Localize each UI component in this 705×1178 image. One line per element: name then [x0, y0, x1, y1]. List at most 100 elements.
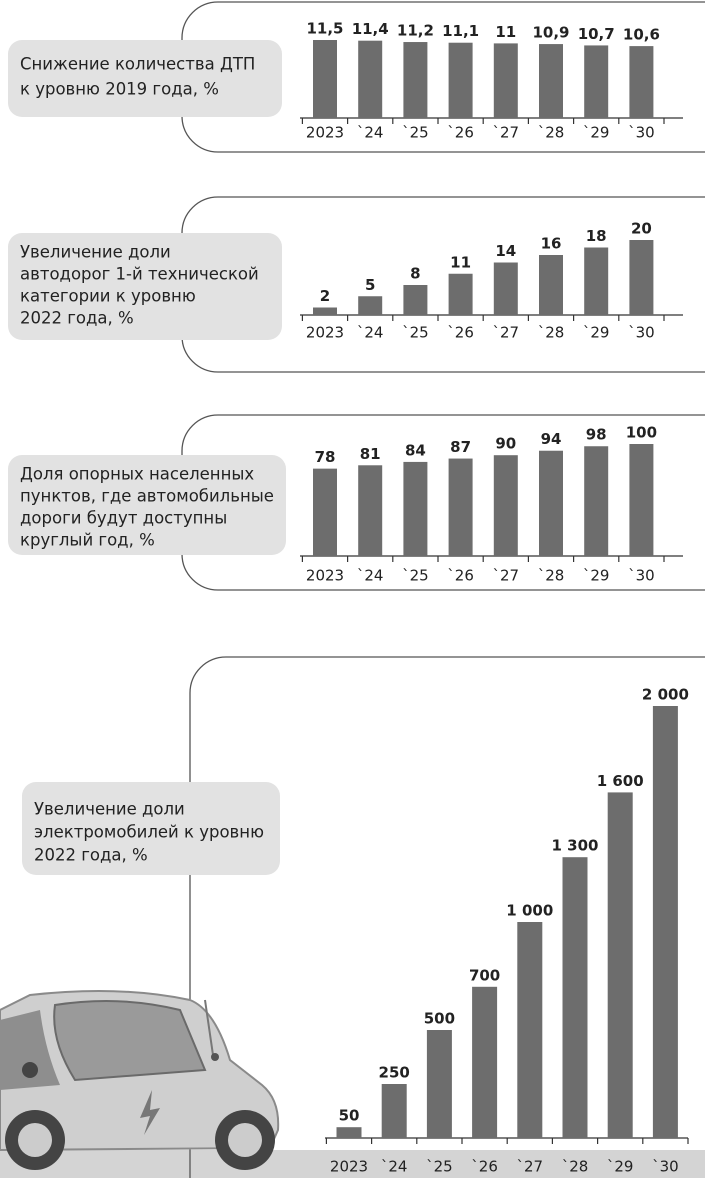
value-label: 5	[365, 276, 375, 294]
value-label: 87	[450, 438, 471, 456]
value-label: 8	[410, 265, 420, 283]
value-label: 20	[631, 220, 652, 238]
value-label: 94	[541, 430, 562, 448]
x-tick-label: `24	[357, 567, 384, 585]
chart-title: пунктов, где автомобильные	[20, 487, 274, 506]
chart-title: дороги будут доступны	[20, 509, 227, 528]
value-label: 250	[379, 1064, 410, 1082]
bar	[313, 469, 337, 556]
x-tick-label: `28	[538, 567, 565, 585]
x-tick-label: `30	[652, 1158, 679, 1176]
x-tick-label: `25	[402, 324, 429, 342]
x-tick-label: `27	[517, 1158, 544, 1176]
value-label: 18	[586, 227, 607, 245]
x-tick-label: `24	[357, 324, 384, 342]
value-label: 11,1	[442, 22, 479, 40]
x-tick-label: `25	[402, 567, 429, 585]
bar	[539, 44, 563, 118]
x-tick-label: `29	[607, 1158, 634, 1176]
bar	[403, 42, 427, 118]
x-tick-label: 2023	[330, 1158, 368, 1176]
value-label: 90	[495, 435, 516, 453]
bar	[584, 45, 608, 118]
value-label: 700	[469, 966, 500, 984]
value-label: 500	[424, 1010, 455, 1028]
chart-title: к уровню 2019 года, %	[20, 80, 219, 99]
value-label: 11	[495, 23, 516, 41]
infographic: Увеличение доли электромобилей к уровню 20…	[0, 0, 705, 1178]
x-tick-label: `30	[628, 567, 655, 585]
chart-title: Увеличение доли	[20, 243, 171, 262]
x-tick-label: `26	[447, 324, 474, 342]
x-tick-label: `25	[426, 1158, 453, 1176]
chart-title: Увеличение доли	[34, 800, 185, 819]
chart-title: автодорог 1-й технической	[20, 265, 259, 284]
bar	[427, 1030, 452, 1138]
label-pill	[8, 40, 282, 117]
x-tick-label: `26	[447, 124, 474, 142]
chart-title: круглый год, %	[20, 531, 155, 550]
value-label: 81	[360, 445, 381, 463]
x-tick-label: `30	[628, 324, 655, 342]
value-label: 84	[405, 441, 426, 459]
value-label: 1 000	[506, 902, 553, 920]
value-label: 100	[626, 424, 657, 442]
value-label: 16	[541, 235, 562, 253]
chart-title: Доля опорных населенных	[20, 465, 254, 484]
bar	[403, 285, 427, 315]
x-tick-label: 2023	[306, 124, 344, 142]
x-tick-label: `29	[583, 567, 610, 585]
value-label: 11,2	[397, 22, 434, 40]
bar	[584, 248, 608, 316]
bar	[494, 263, 518, 316]
x-tick-label: `28	[538, 324, 565, 342]
chart-title: Снижение количества ДТП	[20, 55, 255, 74]
bar	[494, 455, 518, 556]
bar	[653, 706, 678, 1138]
value-label: 11,5	[306, 20, 343, 38]
x-tick-label: `26	[447, 567, 474, 585]
bar	[629, 240, 653, 315]
value-label: 10,9	[532, 24, 569, 42]
value-label: 1 300	[552, 837, 599, 855]
car-illustration	[0, 991, 278, 1170]
chart-panel: Увеличение доли автодорог 1-й технической…	[8, 197, 705, 372]
bar	[313, 40, 337, 118]
x-tick-label: `27	[493, 567, 520, 585]
bar	[608, 792, 633, 1138]
value-label: 11,4	[352, 20, 389, 38]
bar	[449, 274, 473, 315]
x-tick-label: `30	[628, 124, 655, 142]
x-tick-label: `24	[381, 1158, 408, 1176]
bar	[382, 1084, 407, 1138]
chart-title: категории к уровню	[20, 287, 196, 306]
x-tick-label: `24	[357, 124, 384, 142]
bar	[539, 451, 563, 556]
bar	[449, 43, 473, 118]
bar	[494, 43, 518, 118]
bar	[358, 41, 382, 118]
x-tick-label: `26	[471, 1158, 498, 1176]
x-tick-label: `29	[583, 324, 610, 342]
x-tick-label: `29	[583, 124, 610, 142]
chart-title: электромобилей к уровню	[34, 823, 264, 842]
bar	[313, 308, 337, 316]
x-tick-label: `28	[538, 124, 565, 142]
value-label: 2	[320, 287, 330, 305]
x-tick-label: `28	[562, 1158, 589, 1176]
bar	[358, 296, 382, 315]
x-tick-label: `27	[493, 324, 520, 342]
chart-title: 2022 года, %	[34, 846, 148, 865]
bar	[403, 462, 427, 556]
x-tick-label: 2023	[306, 324, 344, 342]
value-label: 78	[315, 448, 336, 466]
value-label: 14	[495, 242, 516, 260]
bar	[584, 446, 608, 556]
bar	[337, 1127, 362, 1138]
bar	[449, 459, 473, 556]
value-label: 10,6	[623, 26, 660, 44]
bar	[629, 46, 653, 118]
chart-title: 2022 года, %	[20, 309, 134, 328]
value-label: 11	[450, 253, 471, 271]
value-label: 10,7	[578, 25, 615, 43]
